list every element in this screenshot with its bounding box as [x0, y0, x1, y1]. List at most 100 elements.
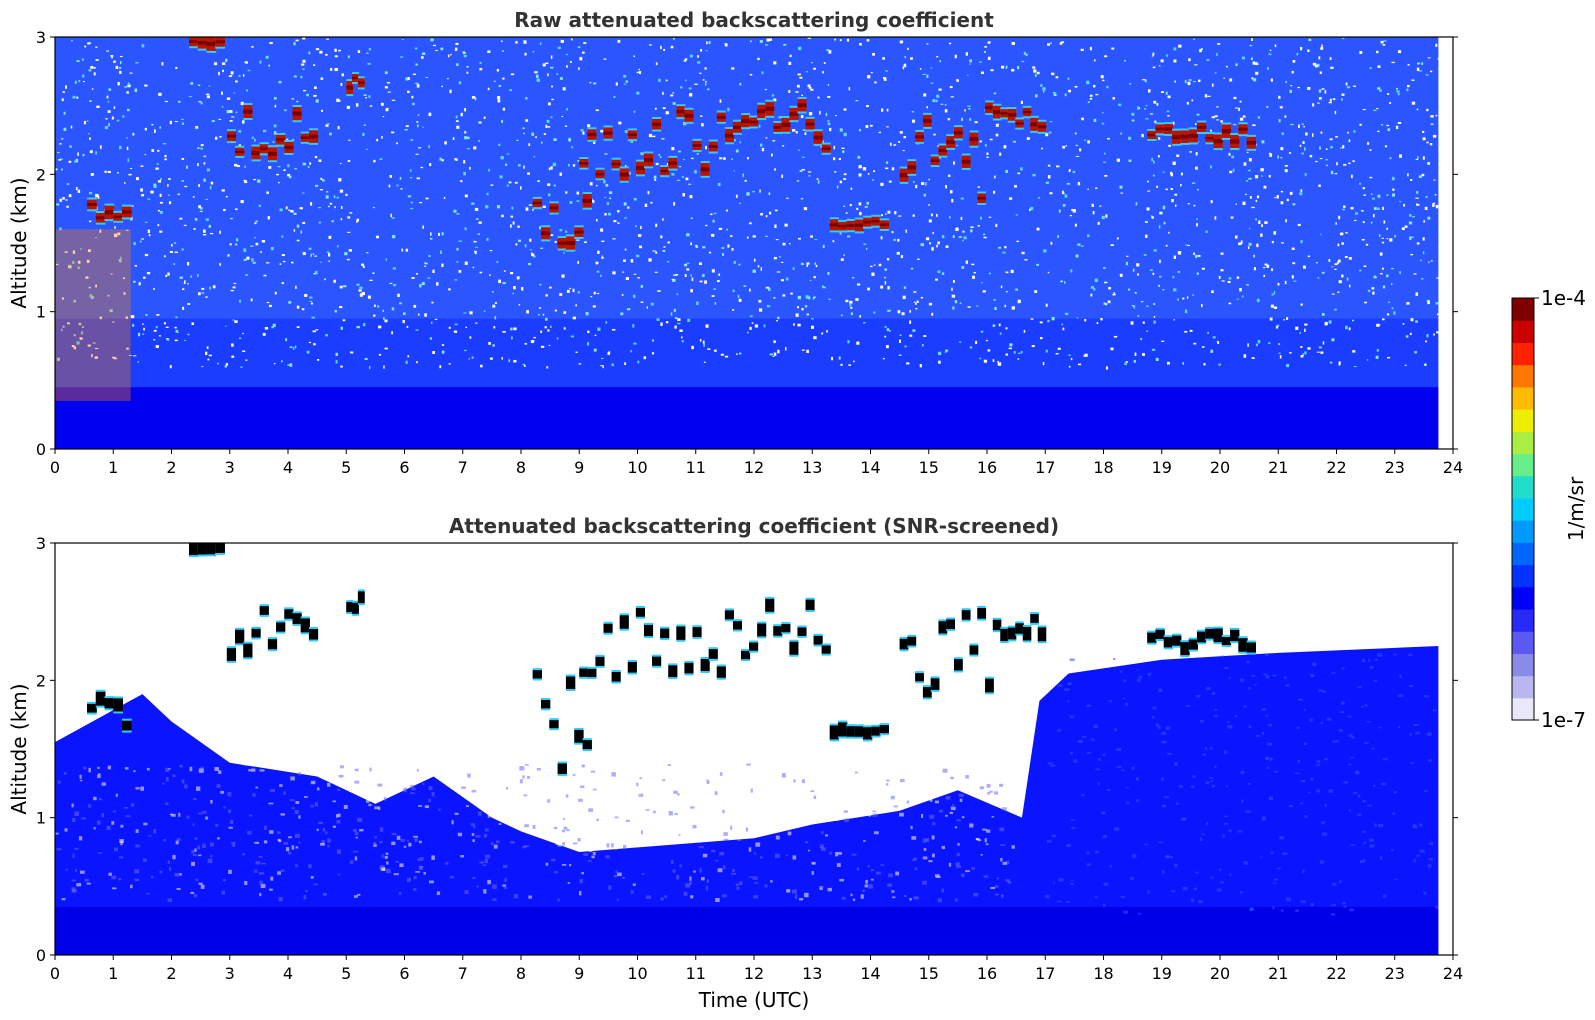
- x-tick-label: 17: [1035, 458, 1055, 477]
- x-tick-label: 15: [919, 964, 939, 983]
- cloud-core: [1007, 627, 1017, 640]
- cloud-core: [595, 656, 605, 666]
- cloud-core: [1022, 626, 1032, 641]
- cloud-core: [1030, 614, 1039, 623]
- x-tick-label: 23: [1385, 458, 1405, 477]
- colorbar-step: [1512, 697, 1534, 721]
- cloud-core: [781, 624, 791, 633]
- cloud-core: [557, 763, 567, 775]
- cloud-layers: [87, 543, 1256, 777]
- colorbar-step: [1512, 386, 1534, 410]
- y-axis-raw: 0 1 2 3: [36, 28, 1458, 459]
- cloud-core: [969, 645, 979, 655]
- colorbar-frame: [1511, 297, 1535, 721]
- cloud-core: [1213, 628, 1223, 643]
- cloud-core: [206, 543, 217, 555]
- cloud-core: [292, 613, 302, 624]
- x-tick-label: 0: [50, 458, 60, 477]
- cloud-core: [716, 666, 726, 678]
- cloud-core: [259, 606, 269, 615]
- cloud-core: [357, 591, 365, 604]
- x-tick-label: 21: [1268, 458, 1288, 477]
- x-tick-label: 12: [744, 964, 764, 983]
- cloud-core: [660, 628, 670, 639]
- boundary-layer: [55, 387, 1439, 449]
- cloud-core: [1155, 629, 1165, 640]
- cloud-core: [565, 676, 576, 689]
- cloud-core: [532, 670, 542, 679]
- cloud-core: [587, 668, 597, 678]
- cloud-core: [197, 543, 208, 555]
- x-tick-label: 19: [1152, 964, 1172, 983]
- cloud-core: [215, 543, 225, 553]
- x-tick-label: 1: [108, 458, 118, 477]
- cloud-core: [121, 720, 132, 731]
- cloud-core: [346, 602, 354, 613]
- cloud-core: [765, 598, 775, 612]
- cloud-core: [267, 639, 278, 650]
- x-tick-label: 3: [225, 458, 235, 477]
- x-tick-label: 6: [399, 964, 409, 983]
- x-tick-label: 6: [399, 458, 409, 477]
- x-tick-label: 23: [1385, 964, 1405, 983]
- colorbar-max-label: 1e-4: [1541, 286, 1586, 310]
- cloud-core: [907, 636, 917, 646]
- x-tick-label: 1: [108, 964, 118, 983]
- cloud-core: [676, 626, 686, 640]
- x-tick-label: 4: [283, 458, 293, 477]
- cloud-core: [1238, 638, 1248, 652]
- cloud-core: [87, 703, 97, 713]
- heatmap-screened: [55, 543, 1453, 955]
- cloud-core: [619, 615, 629, 629]
- cloud-core: [95, 691, 106, 706]
- x-tick-label: 22: [1326, 458, 1346, 477]
- colorbar: 1e-4 1e-7 1/m/sr: [1511, 286, 1588, 732]
- y-tick-label: 1: [36, 809, 46, 828]
- x-tick-label: 11: [686, 458, 706, 477]
- cloud-core: [226, 648, 237, 661]
- colorbar-step: [1512, 542, 1534, 566]
- x-axis-raw: 0 1 2 3 4 5 6 7 8 9 10 11 12 13 14 15 16 17 18 19 20 21 22 23 24: [50, 449, 1463, 477]
- x-tick-label: 5: [341, 458, 351, 477]
- x-axis-screened: 0 1 2 3 4 5 6 7 8 9 10 11 12 13 14 15 16 17 18 19 20 21 22 23 24: [50, 955, 1463, 983]
- x-tick-label: 21: [1268, 964, 1288, 983]
- cloud-core: [930, 678, 940, 690]
- cloud-core: [813, 635, 823, 645]
- cloud-core: [953, 659, 963, 671]
- colorbar-step: [1512, 364, 1534, 388]
- cloud-core: [1188, 639, 1198, 650]
- cloud-core: [235, 629, 245, 644]
- x-tick-label: 5: [341, 964, 351, 983]
- x-tick-label: 13: [802, 458, 822, 477]
- colorbar-step: [1512, 497, 1534, 521]
- screened-field: [55, 646, 1439, 955]
- colorbar-min-label: 1e-7: [1541, 708, 1586, 732]
- x-tick-label: 18: [1093, 964, 1113, 983]
- cloud-core: [879, 725, 889, 734]
- cloud-core: [946, 619, 955, 629]
- x-tick-label: 4: [283, 964, 293, 983]
- heatmap-raw: [55, 37, 1453, 449]
- cloud-core: [961, 610, 971, 620]
- cloud-core: [549, 720, 559, 729]
- x-tick-label: 18: [1093, 458, 1113, 477]
- cloud-core: [1180, 642, 1190, 656]
- colorbar-step: [1512, 453, 1534, 477]
- colorbar-step: [1512, 675, 1534, 699]
- x-tick-label: 20: [1210, 964, 1230, 983]
- cloud-core: [574, 729, 584, 743]
- x-tick-label: 14: [860, 964, 880, 983]
- cloud-core: [1147, 632, 1157, 643]
- cloud-core: [251, 628, 261, 638]
- cloud-core: [643, 624, 654, 637]
- cloud-core: [805, 599, 815, 611]
- cloud-core: [668, 665, 678, 678]
- no-data-region: [1438, 543, 1453, 955]
- panel-raw: Raw attenuated backscattering coefficien…: [7, 8, 1463, 477]
- colorbar-step: [1512, 564, 1534, 588]
- cloud-core: [611, 671, 621, 682]
- cloud-core: [352, 602, 359, 614]
- colorbar-step: [1512, 409, 1534, 432]
- cloud-core: [1037, 627, 1047, 642]
